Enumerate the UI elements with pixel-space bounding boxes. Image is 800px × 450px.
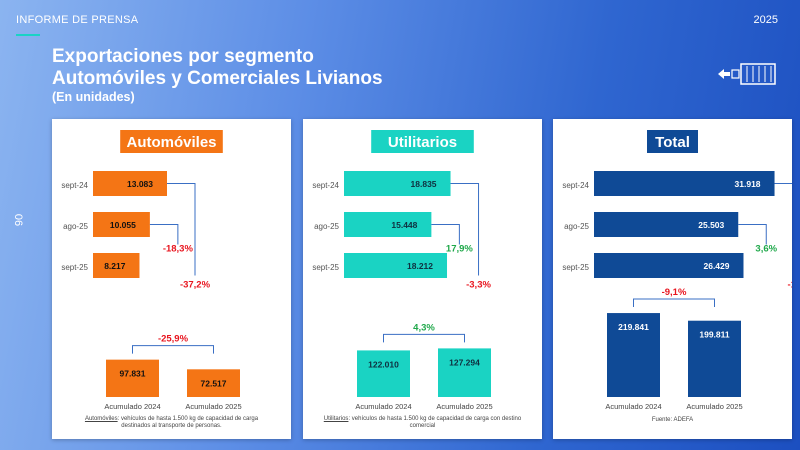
category-label: Acumulado 2024	[605, 402, 661, 411]
category-label: ago-25	[314, 222, 339, 231]
bar-value-label: 18.212	[407, 261, 433, 271]
footnote-term: Automóviles	[84, 416, 118, 422]
page-subtitle: (En unidades)	[52, 90, 135, 104]
category-label: sept-25	[312, 263, 339, 272]
bar	[357, 350, 410, 397]
change-label-ago: 3,6%	[755, 244, 777, 255]
bar	[93, 171, 168, 196]
bar-value-label: 26.429	[703, 261, 729, 271]
footnote-text: : vehículos de hasta 1.500 kg de capacid…	[117, 416, 259, 422]
bar	[594, 171, 775, 196]
category-label: Acumulado 2025	[686, 402, 742, 411]
category-label: Acumulado 2025	[185, 402, 241, 411]
bar-value-label: 13.083	[127, 179, 153, 189]
footnote-total: Fuente: ADEFA	[561, 417, 784, 424]
change-label-sept: -3,3%	[466, 280, 491, 291]
change-label-sept: -37,2%	[180, 280, 211, 291]
chart-title: Utilitarios	[388, 134, 457, 151]
panel-utilitarios: Utilitarios sept-24 18.835 ago-25 15.448 sept…	[303, 119, 542, 439]
category-label: ago-25	[63, 222, 88, 231]
header-accent-line	[16, 34, 40, 36]
bar-value-label: 18.835	[411, 179, 437, 189]
bracket-cumulative	[633, 298, 715, 308]
bar	[344, 212, 432, 237]
panel-automoviles: Automóviles sept-24 13.083 ago-25 10.055 sept…	[52, 119, 291, 439]
bar	[594, 212, 739, 237]
page-title: Exportaciones por segmento Automóviles y…	[52, 46, 383, 90]
bar	[344, 253, 448, 278]
bracket-ago-25	[149, 224, 179, 245]
bar-value-label: 127.294	[449, 357, 480, 367]
footnote-source: Fuente: ADEFA	[651, 417, 694, 423]
chart-title: Total	[655, 134, 690, 151]
bar-value-label: 8.217	[104, 261, 126, 271]
bar	[438, 348, 491, 397]
bar	[688, 320, 741, 397]
bracket-cumulative	[132, 345, 214, 354]
bar-value-label: 219.841	[618, 322, 649, 332]
category-label: sept-24	[61, 181, 88, 190]
chart-automoviles: Automóviles sept-24 13.083 ago-25 10.055 sept…	[61, 130, 242, 411]
bar-value-label: 15.448	[391, 220, 417, 230]
truck-export-icon	[718, 63, 776, 85]
page-title-line-2: Automóviles y Comerciales Livianos	[52, 68, 383, 89]
bar-value-label: 25.503	[698, 220, 724, 230]
change-label-ago: -18,3%	[163, 244, 194, 255]
chart-total: Total sept-24 31.918 ago-25 25.503 sept-25 26.…	[562, 130, 792, 411]
chart-title: Automóviles	[126, 134, 216, 151]
footnote-term: Utilitarios	[323, 416, 349, 422]
bracket-sept-25	[450, 183, 480, 276]
bar-value-label: 199.811	[699, 330, 730, 340]
bracket-ago-25	[738, 224, 767, 245]
bar	[607, 313, 660, 397]
bar	[344, 171, 451, 196]
footnote-text: : vehículos de hasta 1.500 kg de capacid…	[348, 416, 522, 429]
change-label-ago: 17,9%	[446, 244, 473, 255]
page-title-line-1: Exportaciones por segmento	[52, 46, 314, 67]
category-label: Acumulado 2024	[104, 402, 160, 411]
category-label: sept-25	[61, 263, 88, 272]
bar	[93, 253, 140, 278]
panel-total: Total sept-24 31.918 ago-25 25.503 sept-25 26.…	[553, 119, 792, 439]
category-label: Acumulado 2025	[436, 402, 492, 411]
chart-utilitarios: Utilitarios sept-24 18.835 ago-25 15.448 sept…	[312, 130, 493, 411]
bracket-ago-25	[431, 224, 460, 245]
bracket-cumulative	[383, 333, 465, 343]
footnote-utilitarios: Utilitarios: vehículos de hasta 1.500 kg…	[311, 416, 534, 430]
bar-value-label: 122.010	[368, 359, 399, 369]
bracket-sept-25	[774, 183, 792, 184]
category-label: sept-24	[562, 181, 589, 190]
footnote-automoviles: Automóviles: vehículos de hasta 1.500 kg…	[60, 416, 283, 430]
footnote-text-2: destinados al transporte de personas.	[121, 423, 222, 429]
bar	[187, 369, 240, 397]
chart-title-box	[647, 130, 698, 153]
change-label-cumulative: -9,1%	[662, 287, 687, 298]
bar	[594, 253, 744, 278]
report-year: 2025	[753, 14, 778, 26]
bracket-sept-25	[167, 183, 196, 276]
category-label: Acumulado 2024	[355, 402, 411, 411]
chart-title-box	[371, 130, 474, 153]
chart-title-box	[120, 130, 223, 153]
bar-value-label: 31.918	[735, 179, 761, 189]
category-label: sept-24	[312, 181, 339, 190]
page-number: 06	[12, 213, 25, 227]
category-label: ago-25	[564, 222, 589, 231]
bar	[106, 359, 159, 397]
category-label: sept-25	[562, 263, 589, 272]
change-label-cumulative: -25,9%	[158, 334, 189, 345]
report-type-label: INFORME DE PRENSA	[16, 14, 139, 26]
bar-value-label: 72.517	[201, 378, 227, 388]
change-label-cumulative: 4,3%	[413, 322, 435, 333]
bar	[93, 212, 150, 237]
bar-value-label: 97.831	[120, 369, 146, 379]
change-label-sept: -17,2%	[787, 280, 792, 291]
bar-value-label: 10.055	[110, 220, 136, 230]
